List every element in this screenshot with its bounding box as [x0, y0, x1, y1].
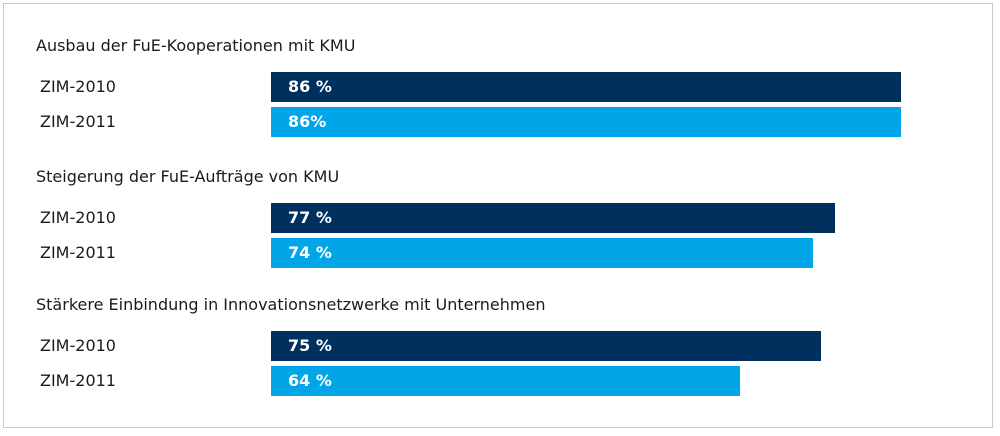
group-title: Steigerung der FuE-Aufträge von KMU [36, 167, 340, 186]
bar: 64 % [271, 366, 740, 396]
bar-value-label: 86 % [288, 77, 332, 96]
row-label: ZIM-2010 [40, 208, 116, 227]
row-label: ZIM-2011 [40, 112, 116, 131]
bar-value-label: 75 % [288, 336, 332, 355]
bar-value-label: 64 % [288, 371, 332, 390]
group-title: Stärkere Einbindung in Innovationsnetzwe… [36, 295, 546, 314]
bar: 86 % [271, 72, 901, 102]
bar: 75 % [271, 331, 821, 361]
bar-value-label: 77 % [288, 208, 332, 227]
bar: 77 % [271, 203, 835, 233]
bar: 86% [271, 107, 901, 137]
bar: 74 % [271, 238, 813, 268]
group-title: Ausbau der FuE-Kooperationen mit KMU [36, 36, 356, 55]
row-label: ZIM-2011 [40, 371, 116, 390]
row-label: ZIM-2010 [40, 77, 116, 96]
row-label: ZIM-2011 [40, 243, 116, 262]
row-label: ZIM-2010 [40, 336, 116, 355]
bar-value-label: 86% [288, 112, 327, 131]
bar-value-label: 74 % [288, 243, 332, 262]
